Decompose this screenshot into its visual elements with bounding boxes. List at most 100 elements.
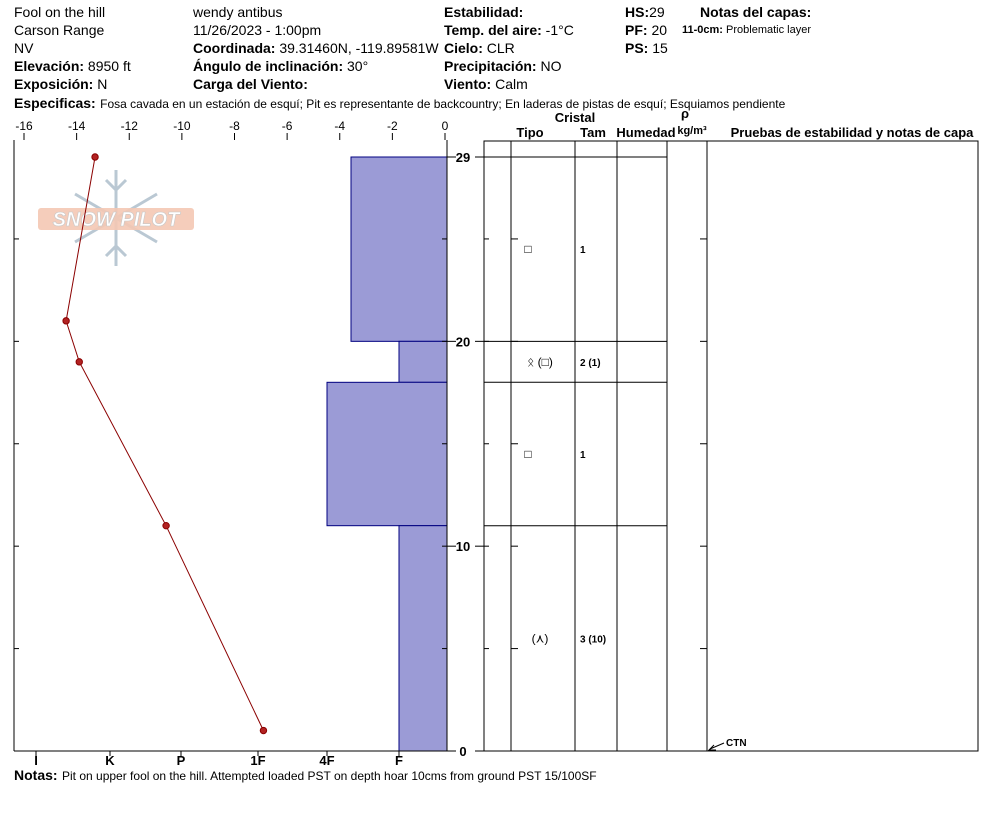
temperature-point [75,358,83,366]
elevation: Elevación: 8950 ft [14,59,131,73]
rho-header: ρ [681,106,689,121]
hardness-tick-label: I [34,753,38,768]
air-temp-label: Temp. del aire: [444,22,542,38]
crystal-size: 3 (10) [580,634,606,645]
stability-test-markers: CTN [707,738,747,751]
coordinates: Coordinada: 39.31460N, -119.89581W [193,41,439,55]
layer-table: □ 1 ᛟ (□) 2 (1) □ 1 (⋏) 3 (10) CTN [483,140,979,752]
hardness-tick-label: 1F [250,753,265,768]
ps-label: PS: [625,40,649,56]
hs-value: 29 [649,4,665,20]
type-header: Tipo [516,125,543,140]
hardness-bar [326,381,448,527]
crystal-type-symbol: ᛟ (□) [527,355,553,369]
test-arrow-icon [707,744,716,751]
air-temp-value: -1°C [545,22,574,38]
pf-value: 20 [651,22,668,38]
temperature-series [62,153,268,735]
crystal-type-symbol: □ [524,242,531,256]
crystal-size: 1 [580,245,586,256]
size-header: Tam [580,125,606,140]
wind-label: Viento: [444,76,492,92]
elevation-value: 8950 ft [87,58,131,74]
crystal-size: 2 (1) [580,358,601,369]
temperature-point [162,521,170,530]
tests-header: Pruebas de estabilidad y notas de capa [731,125,975,140]
depth-axis: 0 10 20 29 [14,150,707,759]
temperature-point [62,317,70,325]
temperature-axis: -16 -14 -12 -10 -8 -6 -4 -2 0 [15,119,449,140]
layer-note-text: Problematic layer [726,24,812,36]
hardness-bar [398,525,448,752]
stability: Estabilidad: [444,5,523,19]
slope-angle: Ángulo de inclinación: 30° [193,59,368,73]
temp-tick-label: -6 [282,119,293,133]
ps-value: 15 [652,40,668,56]
location-name: Fool on the hill [14,4,106,20]
notes-label: Notas: [14,767,58,783]
depth-tick-label: 29 [456,150,470,165]
precip-label: Precipitación: [444,58,537,74]
sky-value: CLR [486,40,515,56]
temp-tick-label: -8 [229,119,240,133]
notes-value: Pit on upper fool on the hill. Attempted… [62,769,597,783]
temp-tick-label: -12 [121,119,139,133]
hardness-tick-label: P [177,753,186,768]
wind-load-label: Carga del Viento: [193,76,308,92]
range-name: Carson Range [14,22,105,38]
specifics-value: Fosa cavada en un estación de esquí; Pit… [100,97,786,111]
observation-datetime: 11/26/2023 - 1:00pm [193,22,322,38]
hardness-tick-label: 4F [319,753,334,768]
layer-notes-label: Notas del capas: [700,4,812,20]
sky: Cielo: CLR [444,41,517,55]
sky-label: Cielo: [444,40,483,56]
aspect-label: Exposición: [14,76,94,92]
depth-tick-label: 0 [459,744,466,759]
test-label: CTN [726,738,747,749]
precip-value: NO [540,58,562,74]
observer-name: wendy antibus [193,4,283,20]
hardness-tick-label: K [105,753,115,768]
crystal-header: Cristal [555,110,595,125]
temp-tick-label: -2 [387,119,398,133]
layer-note: 11-0cm: Problematic layer [682,25,811,36]
crystal-type-symbol: (⋏) [532,631,549,645]
notes: Notas: Pit on upper fool on the hill. At… [14,768,597,784]
crystal-size: 1 [580,450,586,461]
temperature-point [91,153,99,161]
temp-tick-label: 0 [442,119,449,133]
test-leader-line [709,742,725,750]
wind: Viento: Calm [444,77,528,91]
slope-label: Ángulo de inclinación: [193,58,344,74]
slope-value: 30° [347,58,369,74]
depth-tick-label: 10 [456,539,470,554]
hardness-bar [350,156,448,342]
hardness-bars [326,156,448,752]
layer-note-range: 11-0cm: [682,24,723,36]
depth-tick-label: 20 [456,334,470,349]
temperature-point [259,726,268,735]
stability-label: Estabilidad: [444,4,524,20]
wind-value: Calm [495,76,528,92]
state-name: NV [14,40,34,56]
hs: HS:29 [625,5,665,19]
hs-label: HS: [625,4,650,20]
hardness-axis: I K P 1F 4F F [34,751,403,768]
coord-value: 39.31460N, -119.89581W [279,40,439,56]
air-temp: Temp. del aire: -1°C [444,23,574,37]
aspect-value: N [97,76,108,92]
aspect: Exposición: N [14,77,107,91]
hardness-bar [398,340,448,383]
temp-tick-label: -10 [173,119,191,133]
table-rows: □ 1 ᛟ (□) 2 (1) □ 1 (⋏) 3 (10) [484,156,667,645]
specifics-label: Especificas: [14,95,96,111]
precipitation: Precipitación: NO [444,59,561,73]
moisture-header: Humedad [616,125,675,140]
pf: PF: 20 [625,23,667,37]
coord-label: Coordinada: [193,40,276,56]
temp-tick-label: -16 [15,119,33,133]
pf-label: PF: [625,22,648,38]
logo-text: SNOW PILOT [53,209,181,231]
specifics: Especificas: Fosa cavada en un estación … [14,96,785,112]
